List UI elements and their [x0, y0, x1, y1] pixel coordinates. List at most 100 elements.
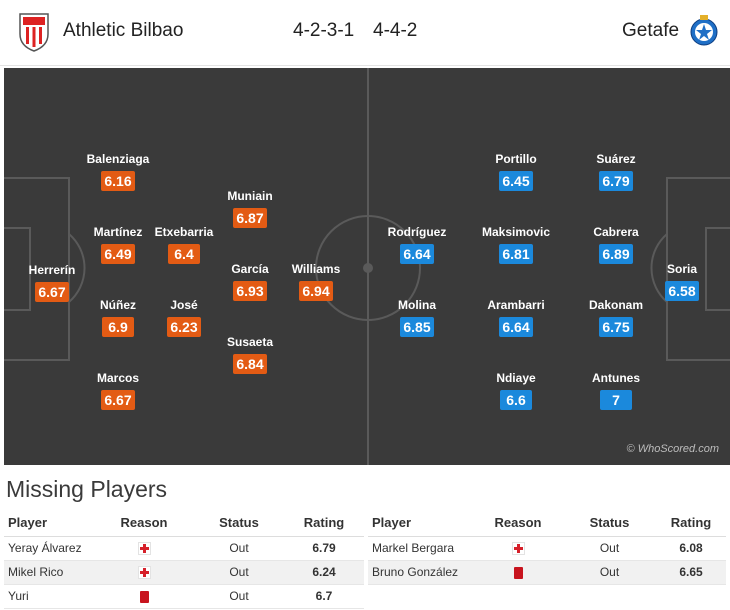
player-rating: 6.93	[233, 281, 267, 301]
player-herrerin[interactable]: Herrerín 6.67	[12, 263, 92, 302]
missing-player-name[interactable]: Mikel Rico	[4, 560, 94, 585]
player-name: Núñez	[100, 298, 136, 312]
player-arambarri[interactable]: Arambarri 6.64	[476, 298, 556, 337]
home-team-name[interactable]: Athletic Bilbao	[63, 20, 184, 41]
missing-status: Out	[563, 560, 656, 585]
whoscored-watermark: © WhoScored.com	[626, 443, 719, 455]
player-antunes[interactable]: Antunes 7	[576, 371, 656, 410]
player-name: Susaeta	[226, 335, 274, 349]
player-rating: 6.64	[400, 244, 434, 264]
player-garcia[interactable]: García 6.93	[210, 262, 290, 301]
player-jose[interactable]: José 6.23	[144, 298, 224, 337]
missing-status: Out	[563, 536, 656, 561]
player-name: Maksimovic	[481, 225, 551, 239]
player-rating: 6.4	[168, 244, 200, 264]
missing-player-name[interactable]: Bruno González	[368, 560, 473, 585]
col-reason[interactable]: Reason	[94, 510, 194, 537]
player-rating: 6.58	[665, 281, 699, 301]
player-rating: 6.81	[499, 244, 533, 264]
missing-rating: 6.65	[656, 560, 726, 585]
missing-player-name[interactable]: Markel Bergara	[368, 536, 473, 561]
player-name: Martínez	[93, 225, 143, 239]
player-maksimovic[interactable]: Maksimovic 6.81	[476, 225, 556, 264]
missing-status: Out	[194, 560, 284, 585]
col-status[interactable]: Status	[563, 510, 656, 537]
col-player[interactable]: Player	[368, 510, 473, 537]
table-row: Markel Bergara Out 6.08	[368, 536, 726, 561]
player-name: Balenziaga	[86, 152, 150, 166]
player-rating: 6.67	[35, 282, 69, 302]
player-name: Suárez	[596, 152, 636, 166]
player-molina[interactable]: Molina 6.85	[377, 298, 457, 337]
player-rating: 7	[600, 390, 632, 410]
player-etxebarria[interactable]: Etxebarria 6.4	[144, 225, 224, 264]
player-name: Portillo	[495, 152, 537, 166]
player-williams[interactable]: Williams 6.94	[276, 262, 356, 301]
player-name: Williams	[291, 262, 341, 276]
player-portillo[interactable]: Portillo 6.45	[476, 152, 556, 191]
away-team-name[interactable]: Getafe	[622, 20, 680, 41]
player-muniain[interactable]: Muniain 6.87	[210, 189, 290, 228]
player-susaeta[interactable]: Susaeta 6.84	[210, 335, 290, 374]
player-martinez[interactable]: Martínez 6.49	[78, 225, 158, 264]
home-formation: 4-2-3-1	[293, 20, 355, 41]
missing-player-name[interactable]: Yeray Álvarez	[4, 536, 94, 561]
table-header: Player Reason Status Rating	[4, 510, 364, 537]
player-soria[interactable]: Soria 6.58	[642, 262, 722, 301]
player-name: Arambarri	[487, 298, 545, 312]
missing-rating: 6.08	[656, 536, 726, 561]
player-rating: 6.79	[599, 171, 633, 191]
col-player[interactable]: Player	[4, 510, 94, 537]
player-name: Cabrera	[593, 225, 639, 239]
home-missing-table: Player Reason Status Rating Yeray Álvare…	[4, 510, 364, 609]
red-card-icon	[139, 590, 149, 603]
player-rating: 6.16	[101, 171, 135, 191]
player-rating: 6.6	[500, 390, 532, 410]
pitch: Herrerín 6.67 Balenziaga 6.16 Martínez 6…	[4, 68, 730, 465]
injury-icon	[137, 566, 151, 580]
player-name: Molina	[398, 298, 436, 312]
player-suarez[interactable]: Suárez 6.79	[576, 152, 656, 191]
player-ndiaye[interactable]: Ndiaye 6.6	[476, 371, 556, 410]
red-card-icon	[513, 566, 523, 579]
table-row: Yuri Out 6.7	[4, 584, 364, 609]
pitch-markings	[4, 68, 730, 465]
col-rating[interactable]: Rating	[284, 510, 364, 537]
col-reason[interactable]: Reason	[473, 510, 563, 537]
player-name: Ndiaye	[496, 371, 536, 385]
table-row: Yeray Álvarez Out 6.79	[4, 536, 364, 561]
player-nunez[interactable]: Núñez 6.9	[78, 298, 158, 337]
player-name: Antunes	[592, 371, 640, 385]
player-name: Herrerín	[28, 263, 76, 277]
player-rating: 6.45	[499, 171, 533, 191]
table-row: Mikel Rico Out 6.24	[4, 560, 364, 585]
getafe-crest-icon[interactable]	[689, 14, 719, 50]
player-name: García	[231, 262, 269, 276]
missing-status: Out	[194, 536, 284, 561]
col-status[interactable]: Status	[194, 510, 284, 537]
missing-rating: 6.79	[284, 536, 364, 561]
athletic-bilbao-crest-icon[interactable]	[17, 12, 51, 52]
player-balenziaga[interactable]: Balenziaga 6.16	[78, 152, 158, 191]
player-marcos[interactable]: Marcos 6.67	[78, 371, 158, 410]
injury-icon	[137, 542, 151, 556]
missing-players-title: Missing Players	[6, 476, 168, 502]
player-dakonam[interactable]: Dakonam 6.75	[576, 298, 656, 337]
injury-icon	[511, 542, 525, 556]
away-missing-table: Player Reason Status Rating Markel Berga…	[368, 510, 726, 585]
player-name: Muniain	[227, 189, 273, 203]
col-rating[interactable]: Rating	[656, 510, 726, 537]
table-row: Bruno González Out 6.65	[368, 560, 726, 585]
player-rating: 6.85	[400, 317, 434, 337]
player-rodriguez[interactable]: Rodríguez 6.64	[377, 225, 457, 264]
missing-rating: 6.24	[284, 560, 364, 585]
player-name: Soria	[666, 262, 697, 276]
table-header: Player Reason Status Rating	[368, 510, 726, 537]
player-rating: 6.9	[102, 317, 134, 337]
missing-rating: 6.7	[284, 584, 364, 609]
player-rating: 6.94	[299, 281, 333, 301]
missing-status: Out	[194, 584, 284, 609]
player-cabrera[interactable]: Cabrera 6.89	[576, 225, 656, 264]
player-rating: 6.89	[599, 244, 633, 264]
missing-player-name[interactable]: Yuri	[4, 584, 94, 609]
